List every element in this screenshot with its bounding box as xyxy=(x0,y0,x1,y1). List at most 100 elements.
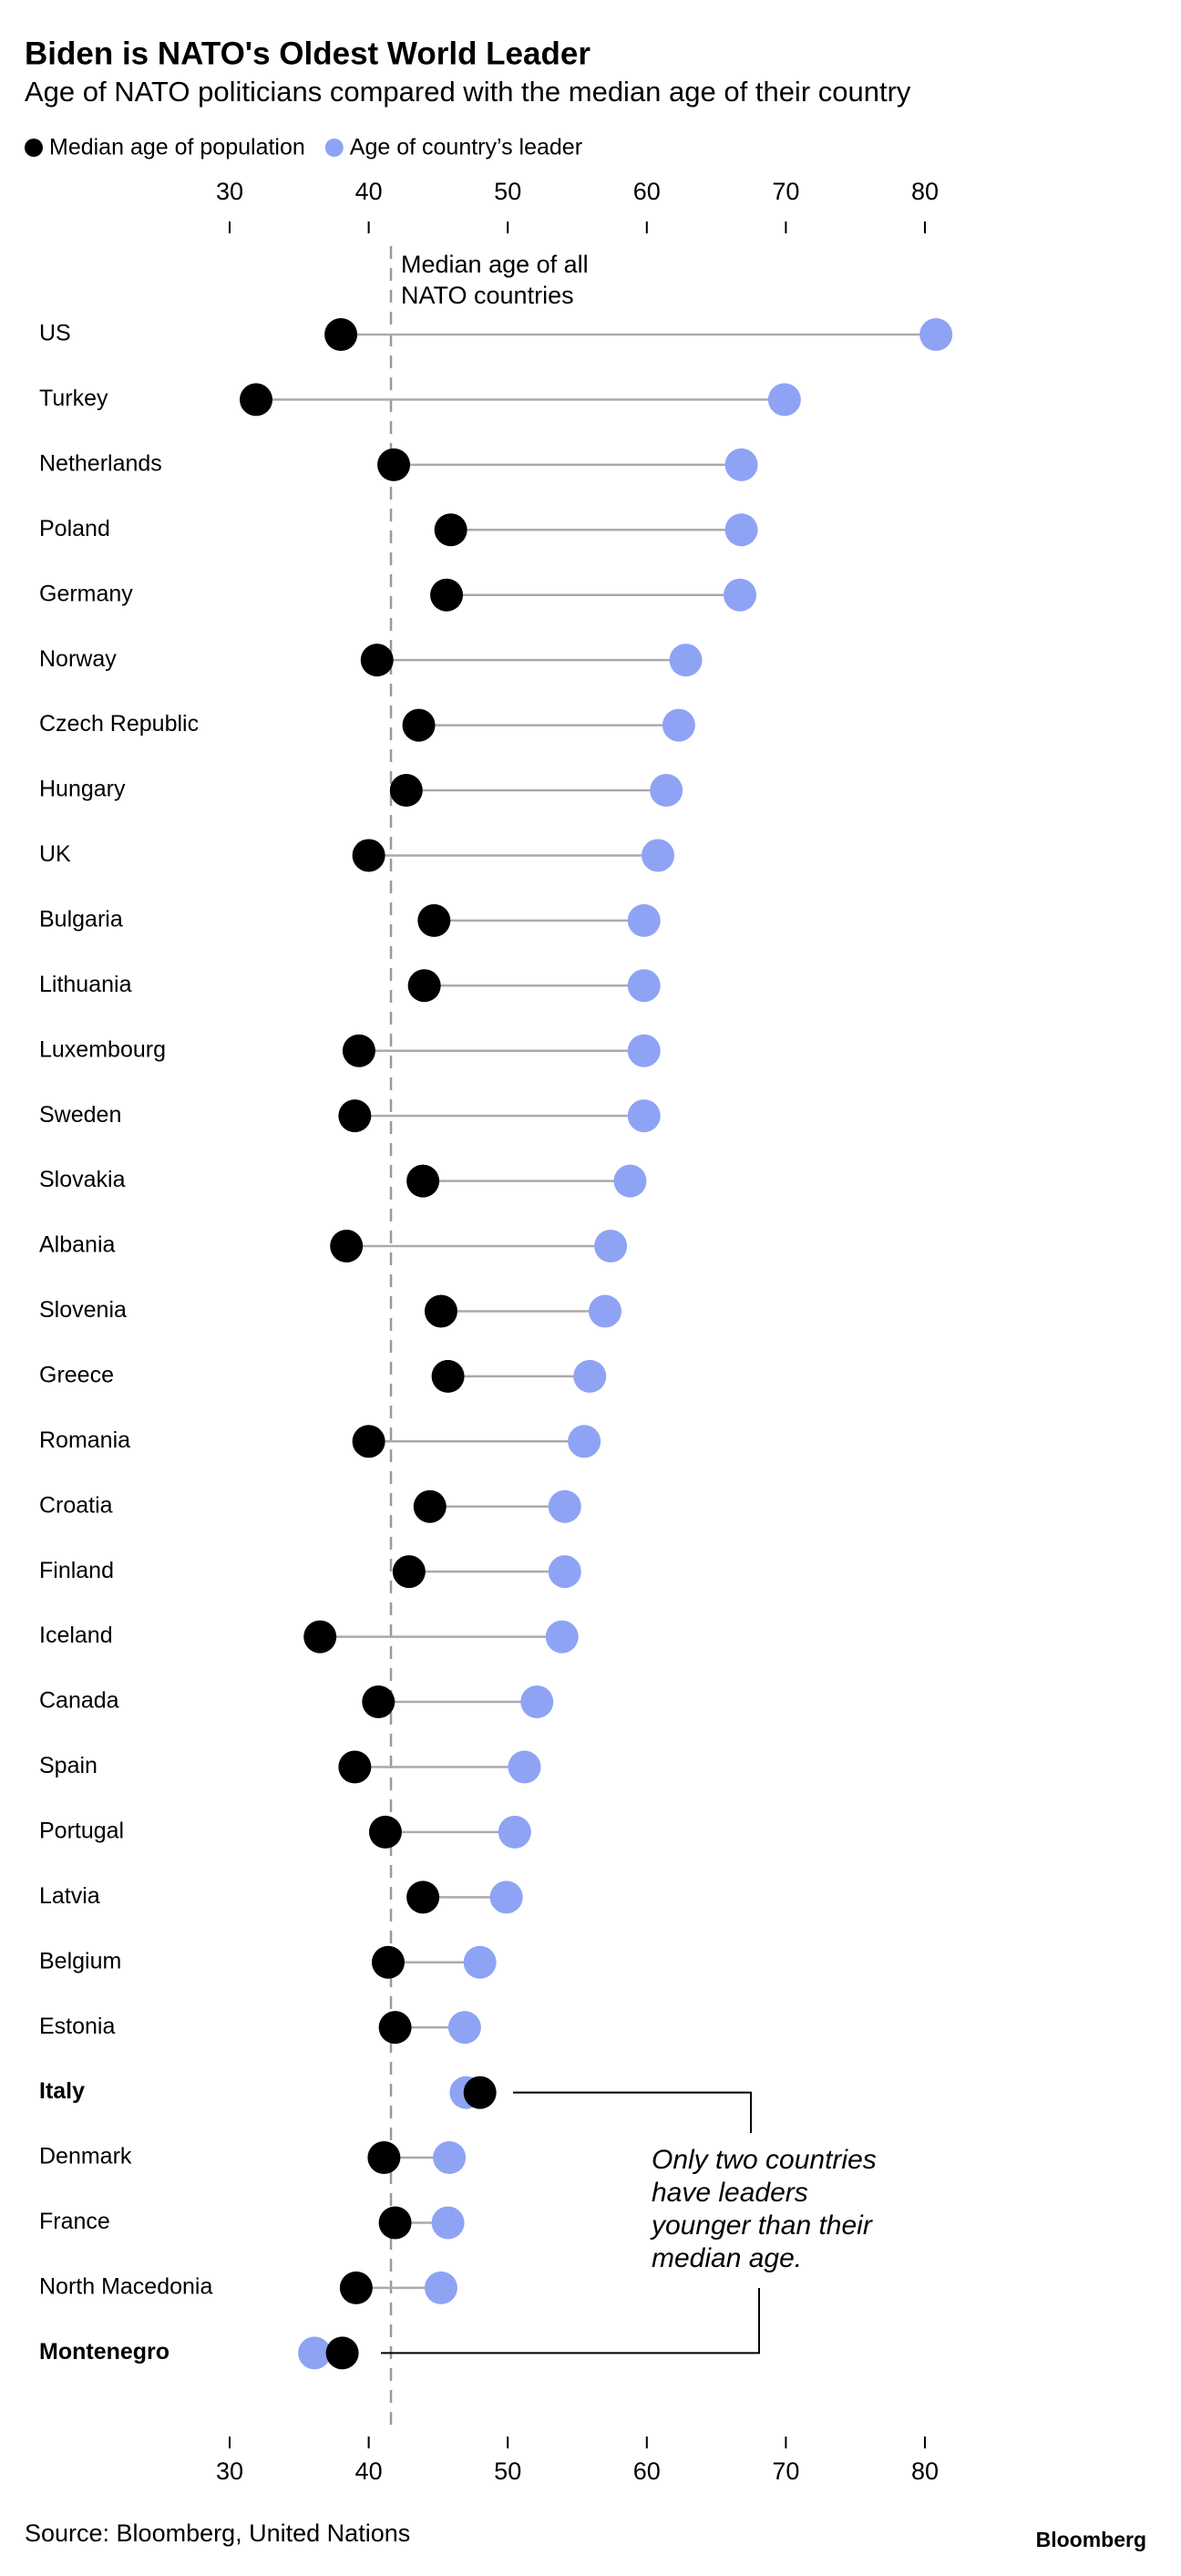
leader-dot xyxy=(724,448,758,481)
category-label: France xyxy=(39,2209,110,2234)
category-label: Slovenia xyxy=(39,1297,127,1323)
median-dot xyxy=(392,1555,426,1589)
leader-dot xyxy=(767,383,801,417)
leader-dot xyxy=(627,969,661,1003)
category-label: Denmark xyxy=(39,2144,132,2169)
annotation: Only two countries xyxy=(652,2145,877,2175)
leader-dot xyxy=(573,1359,607,1393)
legend-swatch xyxy=(25,139,43,157)
chart-subtitle: Age of NATO politicians compared with th… xyxy=(25,76,911,108)
median-dot xyxy=(389,774,423,808)
category-label: Albania xyxy=(39,1232,115,1258)
brand: Bloomberg xyxy=(1036,2528,1146,2551)
median-dot xyxy=(431,1359,465,1393)
leader-dot xyxy=(627,1099,661,1133)
category-label: Czech Republic xyxy=(39,711,199,737)
legend-label: Median age of population xyxy=(49,135,305,160)
legend-swatch xyxy=(324,139,344,157)
leader-dot xyxy=(463,1945,497,1979)
chart-title: Biden is NATO's Oldest World Leader xyxy=(25,36,590,71)
category-label: Canada xyxy=(39,1688,119,1714)
leader-dot xyxy=(545,1620,579,1654)
category-label: Norway xyxy=(39,646,117,672)
x-tick-label: 40 xyxy=(355,2458,383,2485)
median-dot xyxy=(371,1945,405,1979)
leader-dot xyxy=(568,1425,601,1458)
category-label: Iceland xyxy=(39,1623,113,1648)
leader-dot xyxy=(520,1685,554,1719)
category-label: Finland xyxy=(39,1558,114,1583)
category-label: UK xyxy=(39,841,71,867)
category-label: Sweden xyxy=(39,1102,121,1128)
category-label: Romania xyxy=(39,1427,130,1453)
median-dot xyxy=(240,383,273,417)
leader-dot xyxy=(498,1815,531,1849)
category-label: US xyxy=(39,321,71,346)
annotation-connector xyxy=(381,2288,760,2354)
leader-dot xyxy=(298,2336,332,2370)
leader-dot xyxy=(548,1555,581,1589)
leader-dot xyxy=(627,903,661,937)
x-tick-label: 60 xyxy=(633,2458,661,2485)
x-tick-label: 60 xyxy=(633,178,661,205)
leader-dot xyxy=(724,513,758,547)
median-label: NATO countries xyxy=(401,282,574,309)
median-dot xyxy=(430,578,464,612)
leader-dot xyxy=(433,2141,467,2175)
leader-dot xyxy=(642,839,675,872)
x-tick-label: 70 xyxy=(772,178,799,205)
x-tick-label: 80 xyxy=(911,178,939,205)
median-dot xyxy=(406,1880,440,1914)
median-dot xyxy=(434,513,467,547)
leader-dot xyxy=(489,1880,523,1914)
median-dot xyxy=(402,708,436,742)
median-dot xyxy=(338,1750,372,1784)
x-tick-label: 50 xyxy=(494,178,521,205)
leader-dot xyxy=(508,1750,541,1784)
median-dot xyxy=(324,318,358,351)
category-label: Montenegro xyxy=(39,2339,169,2365)
x-tick-label: 30 xyxy=(216,178,243,205)
median-dot xyxy=(339,2271,373,2304)
leader-dot xyxy=(594,1230,628,1263)
leader-dot xyxy=(650,774,683,808)
legend-label: Age of country’s leader xyxy=(350,135,582,160)
median-dot xyxy=(378,2206,412,2240)
category-label: Latvia xyxy=(39,1883,100,1909)
category-label: Spain xyxy=(39,1753,98,1778)
annotation: have leaders xyxy=(652,2178,808,2208)
source: Source: Bloomberg, United Nations xyxy=(25,2519,410,2547)
annotation: median age. xyxy=(652,2243,802,2273)
annotation-connector xyxy=(513,2091,752,2133)
median-dot xyxy=(325,2336,359,2370)
category-label: Poland xyxy=(39,516,110,541)
median-dot xyxy=(338,1099,372,1133)
median-dot xyxy=(362,1685,395,1719)
median-dot xyxy=(342,1034,375,1067)
leader-dot xyxy=(548,1489,581,1523)
leader-dot xyxy=(613,1164,647,1198)
category-label: Netherlands xyxy=(39,450,162,476)
leader-dot xyxy=(662,708,695,742)
median-dot xyxy=(463,2076,497,2109)
median-dot xyxy=(368,1815,402,1849)
median-dot xyxy=(424,1294,457,1328)
category-label: North Macedonia xyxy=(39,2274,212,2300)
leader-dot xyxy=(447,2011,481,2045)
median-dot xyxy=(406,1164,440,1198)
category-label: Hungary xyxy=(39,777,126,802)
category-label: Belgium xyxy=(39,1948,121,1973)
category-label: Portugal xyxy=(39,1818,124,1843)
category-label: Greece xyxy=(39,1362,114,1387)
category-label: Turkey xyxy=(39,386,108,411)
x-tick-label: 80 xyxy=(911,2458,939,2485)
leader-dot xyxy=(724,578,757,612)
annotation: younger than their xyxy=(650,2210,873,2241)
median-dot xyxy=(413,1489,447,1523)
x-tick-label: 50 xyxy=(494,2458,521,2485)
median-dot xyxy=(377,448,411,481)
leader-dot xyxy=(589,1294,622,1328)
category-label: Germany xyxy=(39,581,133,606)
